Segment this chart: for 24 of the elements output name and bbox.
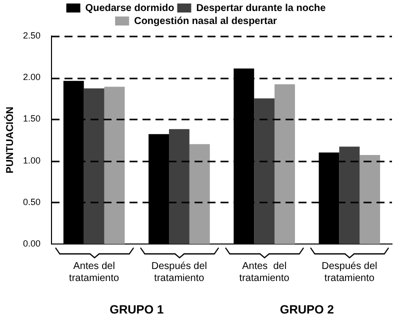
bar — [189, 144, 210, 244]
y-tick-label: 1.50 — [22, 114, 41, 124]
bar — [104, 86, 125, 244]
y-tick-label: 0.50 — [22, 196, 41, 207]
legend-label: Despertar durante la noche — [196, 2, 326, 14]
text: GRUPO 1 — [110, 302, 164, 316]
x-tick-label: Antes del tratamiento — [69, 260, 120, 284]
x-tick-label: Antes del tratamiento — [239, 260, 290, 284]
text: GRUPO 2 — [280, 302, 334, 316]
x-tick-label: Después del tratamiento — [151, 260, 207, 284]
bar — [339, 146, 360, 244]
bar — [274, 84, 295, 244]
y-tick-label: 2.50 — [22, 30, 41, 40]
y-tick-label: 0.00 — [22, 238, 41, 248]
y-tick-label: 1.00 — [22, 155, 41, 166]
legend-label: Congestión nasal al despertar — [134, 16, 278, 27]
bar — [84, 88, 104, 244]
bar — [360, 154, 380, 244]
y-axis-title: PUNTUACIÓN — [4, 106, 16, 174]
y-tick-label: 2.00 — [22, 72, 41, 82]
legend-label: Quedarse dormido — [85, 2, 174, 14]
bar — [254, 98, 275, 244]
bar — [168, 129, 190, 244]
x-tick-label: Después del tratamiento — [322, 260, 378, 284]
